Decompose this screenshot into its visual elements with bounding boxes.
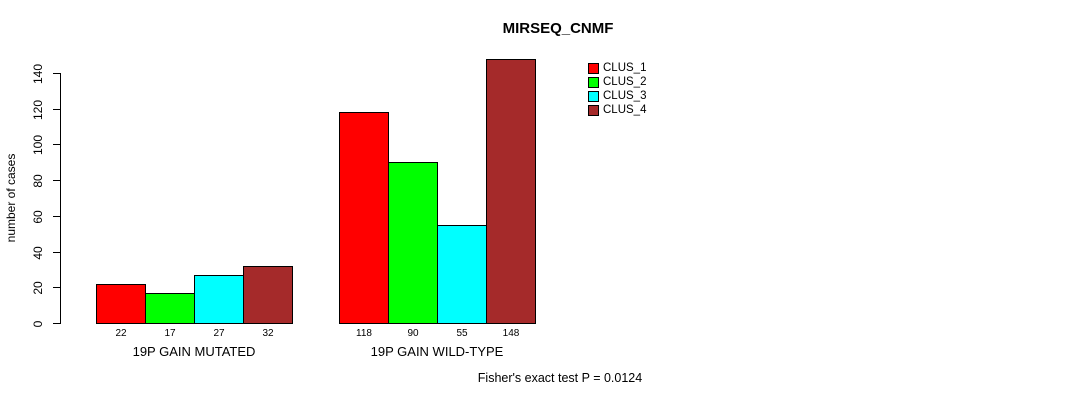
legend-label: CLUS_2	[603, 76, 647, 88]
legend-swatch-clus_3	[588, 90, 599, 102]
y-axis-tick-label: 60	[31, 209, 45, 224]
category-label: 19P GAIN MUTATED	[132, 344, 256, 359]
legend-row: CLUS_1	[588, 61, 646, 75]
bar-clus_4	[486, 59, 536, 324]
y-axis-tick-label: 140	[31, 63, 45, 84]
y-axis-tick	[53, 144, 60, 145]
bar-value-label: 27	[213, 328, 225, 339]
legend-row: CLUS_3	[588, 89, 646, 103]
bar-clus_1	[96, 284, 146, 324]
y-axis-tick-label: 100	[31, 134, 45, 155]
bar-clus_2	[145, 293, 195, 324]
legend-row: CLUS_2	[588, 75, 646, 89]
bar-value-label: 148	[502, 328, 520, 339]
y-axis-label: number of cases	[4, 153, 18, 243]
y-axis-tick-label: 40	[31, 245, 45, 260]
legend-swatch-clus_4	[588, 104, 599, 116]
legend-swatch-clus_1	[588, 62, 599, 74]
legend-swatch-clus_2	[588, 76, 599, 88]
legend-label: CLUS_4	[603, 104, 647, 116]
y-axis-tick	[53, 109, 60, 110]
bar-value-label: 17	[164, 328, 176, 339]
y-axis-tick	[53, 323, 60, 324]
y-axis-tick-label: 80	[31, 173, 45, 188]
legend-row: CLUS_4	[588, 103, 646, 117]
bar-value-label: 55	[456, 328, 468, 339]
y-axis-tick-label: 120	[31, 99, 45, 120]
y-axis-tick-label: 20	[31, 280, 45, 295]
y-axis-tick	[53, 287, 60, 288]
annotation-text: Fisher's exact test P = 0.0124	[477, 371, 643, 385]
y-axis-tick	[53, 252, 60, 253]
chart-title: MIRSEQ_CNMF	[502, 20, 614, 37]
category-label: 19P GAIN WILD-TYPE	[370, 344, 504, 359]
y-axis-line	[60, 73, 61, 324]
legend: CLUS_1 CLUS_2 CLUS_3 CLUS_4	[588, 61, 646, 117]
bar-clus_4	[243, 266, 293, 324]
bar-value-label: 118	[356, 328, 372, 339]
bar-clus_3	[437, 225, 487, 324]
bar-clus_1	[339, 112, 389, 324]
y-axis-tick	[53, 73, 60, 74]
y-axis-tick-label: 0	[31, 320, 45, 327]
y-axis-tick	[53, 216, 60, 217]
y-axis-tick	[53, 180, 60, 181]
bar-value-label: 90	[407, 328, 419, 339]
bar-clus_2	[388, 162, 438, 324]
bar-value-label: 32	[262, 328, 274, 339]
bar-value-label: 22	[115, 328, 127, 339]
legend-label: CLUS_1	[603, 62, 647, 74]
legend-label: CLUS_3	[603, 90, 647, 102]
bar-clus_3	[194, 275, 244, 324]
